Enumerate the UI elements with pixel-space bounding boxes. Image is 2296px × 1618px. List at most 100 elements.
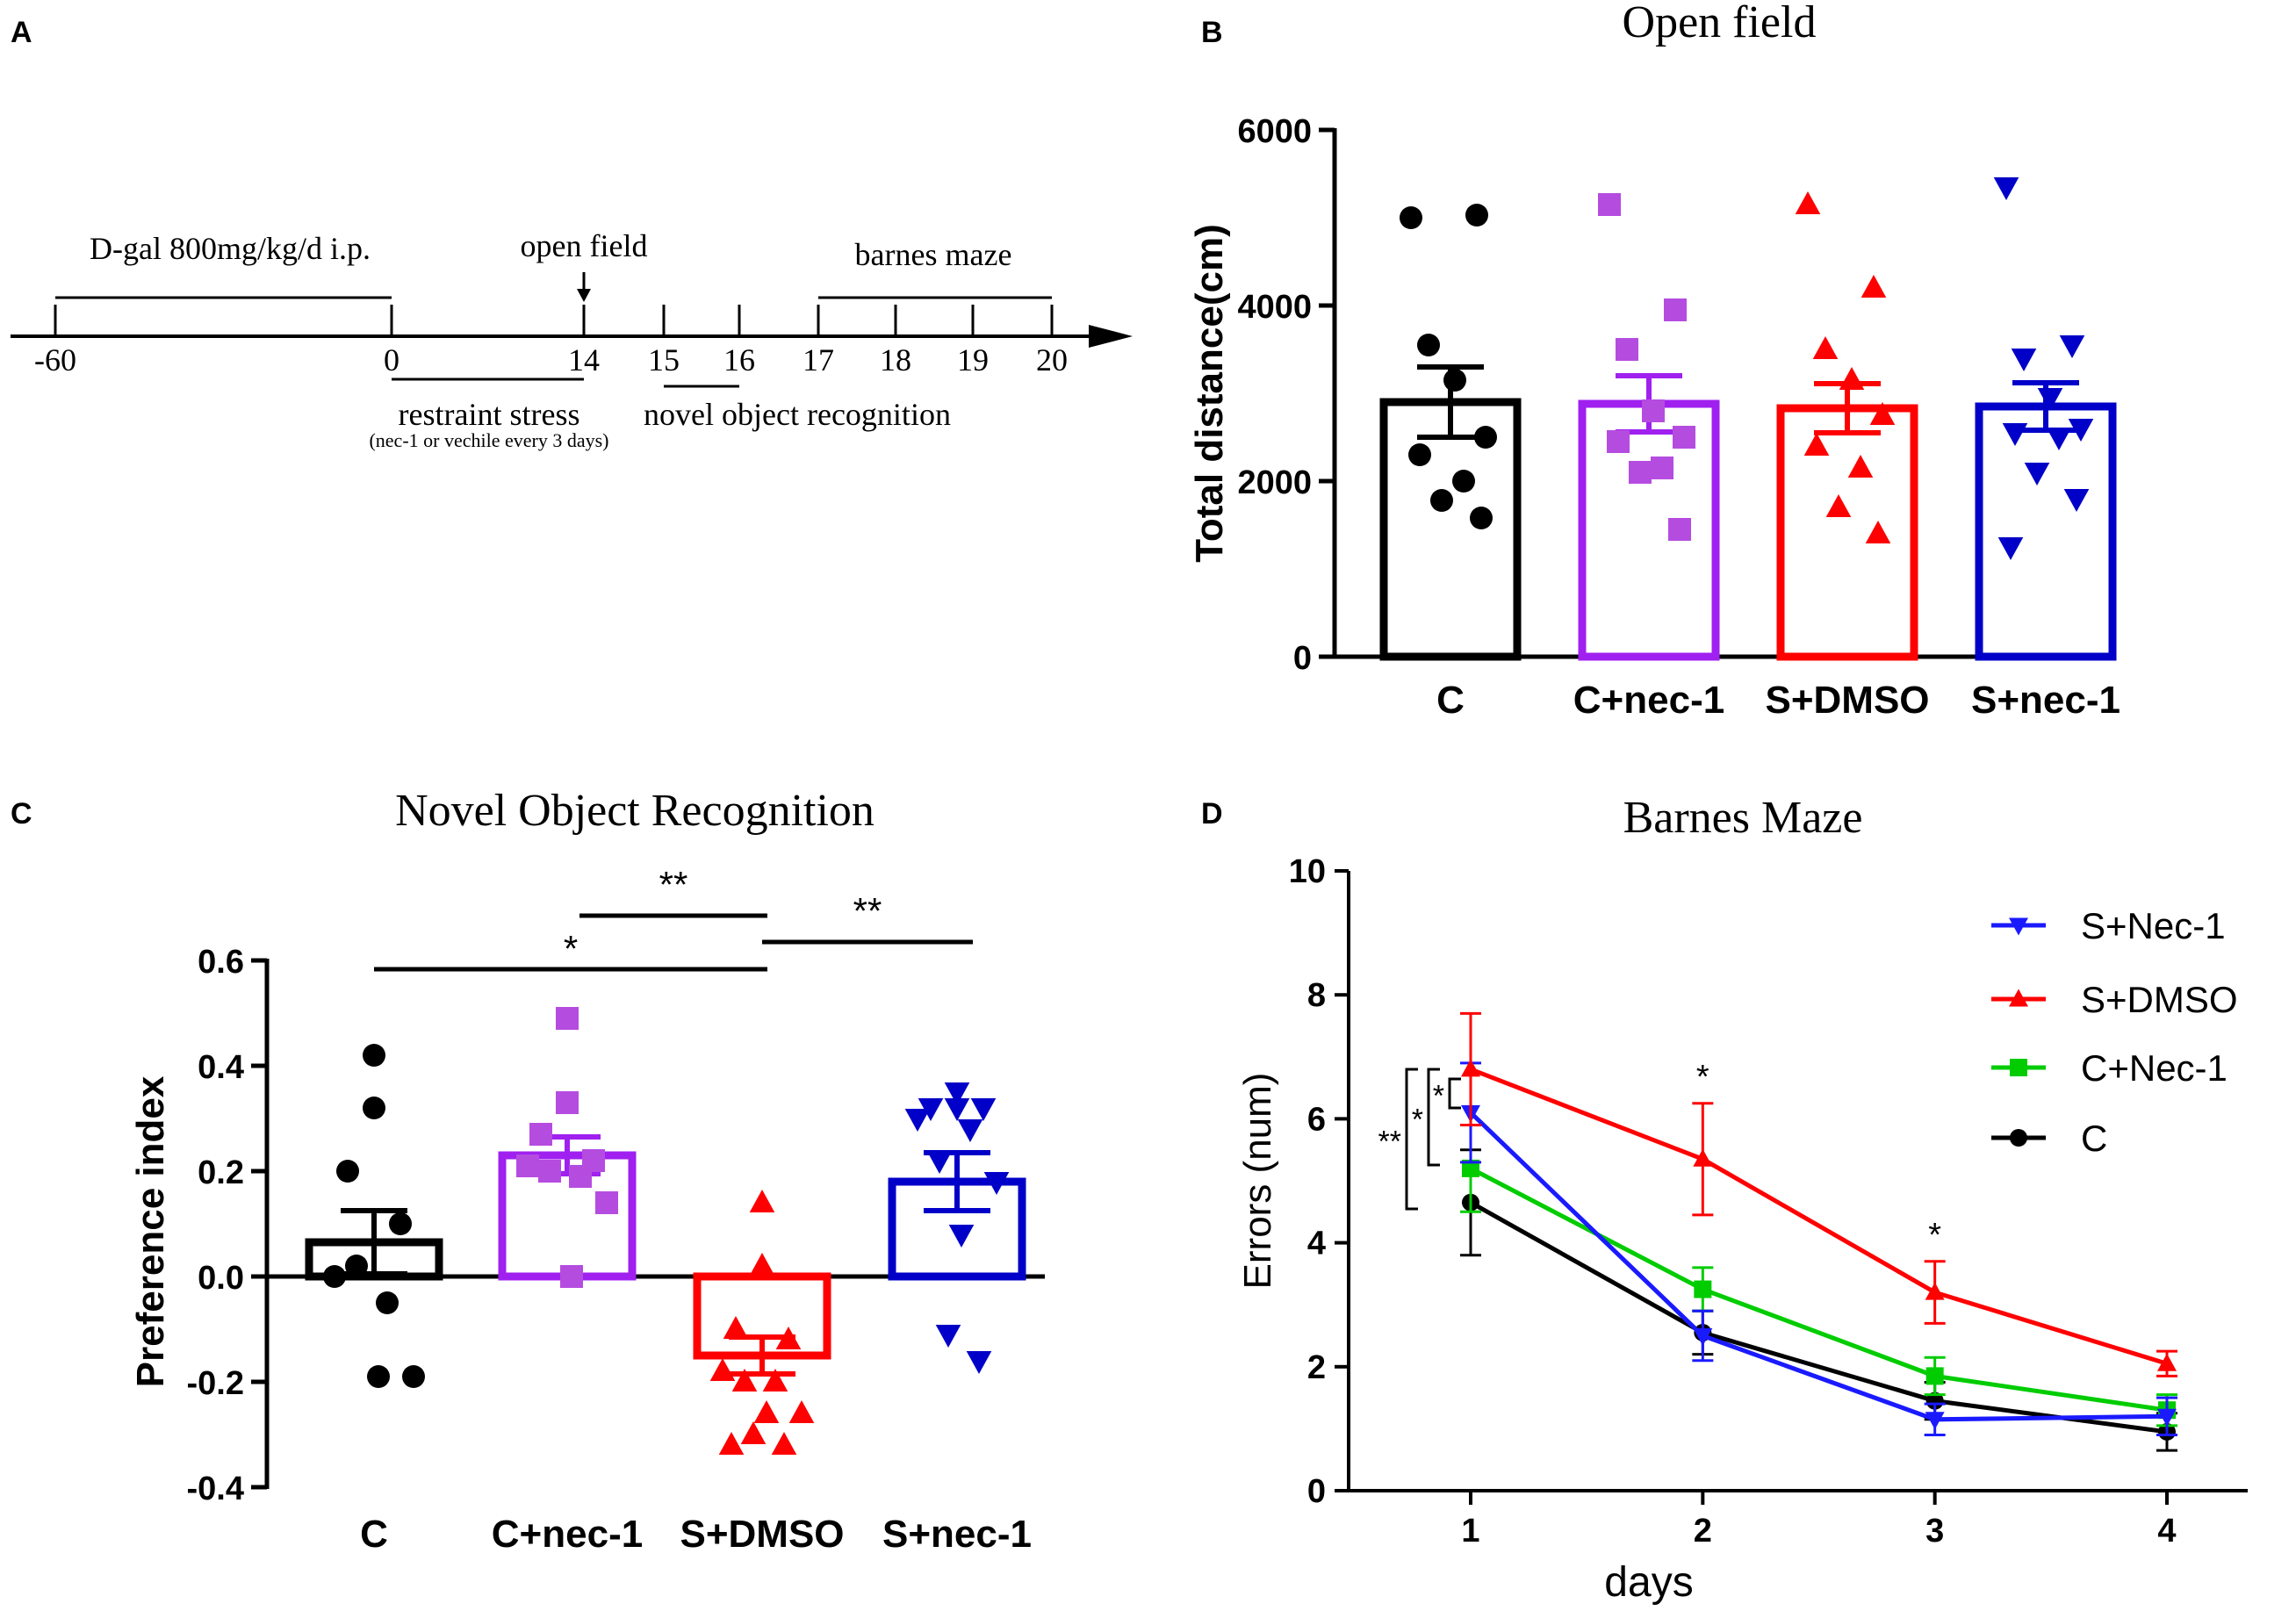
data-point — [749, 1253, 775, 1276]
data-point — [1470, 507, 1493, 529]
series-line — [1469, 1200, 2168, 1435]
data-point — [363, 1097, 385, 1119]
significance-label: ** — [853, 890, 882, 931]
data-point — [595, 1191, 618, 1214]
data-point — [983, 1171, 1010, 1195]
legend-marker — [2009, 917, 2028, 936]
timeline-tick-label: -60 — [34, 342, 76, 378]
data-point — [948, 1224, 975, 1248]
data-point — [1997, 536, 2024, 560]
series-line — [1469, 1166, 2168, 1413]
nor-ylabel: Preference index — [129, 1075, 172, 1387]
data-point — [323, 1265, 346, 1288]
data-point — [2037, 387, 2063, 411]
x-tick-label: S+nec-1 — [1971, 679, 2120, 722]
data-point — [1616, 338, 1638, 361]
bar — [1975, 402, 2117, 661]
x-tick-label: S+DMSO — [680, 1513, 844, 1556]
barnes-ylabel: Errors (num) — [1236, 1073, 1279, 1290]
data-point — [2011, 348, 2037, 371]
series-line — [1469, 1111, 2168, 1422]
timeline-tick-label: 17 — [803, 342, 834, 378]
y-tick-label: 2 — [1307, 1349, 1326, 1386]
significance-label: * — [1696, 1059, 1709, 1096]
timeline-tick-label: 16 — [723, 342, 755, 378]
legend-marker — [2009, 989, 2028, 1007]
bar — [1578, 399, 1720, 661]
data-point — [2068, 418, 2094, 442]
novel-label: novel object recognition — [644, 397, 951, 432]
x-tick-label: 1 — [1461, 1513, 1479, 1550]
data-point — [569, 1165, 592, 1188]
data-point — [1925, 1282, 1945, 1300]
data-point — [740, 1421, 767, 1445]
data-point — [1461, 1059, 1480, 1077]
x-tick-label: C+nec-1 — [1573, 679, 1724, 722]
panel-label-c: C — [11, 797, 32, 831]
data-point — [2063, 488, 2090, 512]
data-point — [1408, 443, 1431, 466]
data-point — [2024, 462, 2050, 485]
significance-label: * — [564, 928, 578, 969]
data-point — [1452, 470, 1475, 493]
data-point — [1694, 1280, 1712, 1298]
data-point — [1673, 426, 1695, 449]
openfield-arrowhead — [577, 289, 591, 302]
y-tick-label: 0 — [1307, 1473, 1326, 1510]
data-point — [926, 1150, 953, 1174]
data-point — [788, 1400, 815, 1424]
data-point — [2157, 1353, 2177, 1371]
y-tick-label: 0.0 — [198, 1260, 244, 1297]
nor-chart: Novel Object Recognition Preference inde… — [129, 786, 1045, 1556]
x-tick-label: C — [360, 1513, 388, 1556]
data-point — [1607, 430, 1630, 453]
data-point — [2157, 1408, 2177, 1427]
data-point — [2002, 422, 2028, 446]
data-point — [944, 1097, 970, 1121]
data-point — [1803, 433, 1830, 457]
bar — [1379, 398, 1522, 661]
data-point — [556, 1091, 579, 1114]
restraint-label: restraint stress — [399, 397, 580, 432]
data-point — [749, 1190, 775, 1213]
data-point — [1629, 461, 1652, 484]
restraint-sublabel: (nec-1 or vechile every 3 days) — [369, 429, 608, 451]
openfield-label: open field — [521, 228, 648, 263]
nor-title: Novel Object Recognition — [395, 786, 874, 836]
data-point — [1598, 193, 1621, 216]
data-point — [402, 1365, 425, 1388]
data-point — [1925, 1367, 1944, 1385]
legend-label: S+Nec-1 — [2081, 905, 2226, 946]
y-tick-label: 8 — [1307, 977, 1326, 1014]
x-tick-label: S+DMSO — [1765, 679, 1929, 722]
y-tick-label: -0.4 — [187, 1471, 244, 1507]
y-tick-label: 4 — [1307, 1226, 1326, 1262]
timeline-tick-label: 0 — [384, 342, 399, 378]
data-point — [2046, 427, 2072, 450]
y-tick-label: 4000 — [1237, 289, 1312, 326]
data-point — [775, 1327, 802, 1350]
legend-marker — [2010, 1129, 2027, 1147]
data-point — [1693, 1148, 1713, 1167]
data-point — [1443, 369, 1466, 392]
data-point — [918, 1097, 944, 1121]
data-point — [1474, 426, 1497, 449]
data-point — [753, 1400, 780, 1424]
x-tick-label: 4 — [2157, 1513, 2176, 1550]
data-point — [538, 1160, 561, 1183]
y-tick-label: 6000 — [1237, 113, 1312, 150]
data-point — [1430, 489, 1453, 512]
data-point — [1668, 518, 1691, 541]
timeline-panel: -60 0 14 15 16 17 18 19 20 D-gal 800mg/kg/d i.p.… — [11, 228, 1133, 451]
data-point — [1925, 1412, 1945, 1430]
data-point — [1795, 191, 1821, 215]
legend-marker — [2010, 1059, 2027, 1076]
data-point — [560, 1265, 583, 1288]
barnes-label: barnes maze — [855, 237, 1012, 272]
data-point — [1664, 298, 1687, 321]
y-tick-label: 0.2 — [198, 1154, 244, 1191]
data-point — [516, 1154, 539, 1177]
data-point — [957, 1118, 983, 1142]
